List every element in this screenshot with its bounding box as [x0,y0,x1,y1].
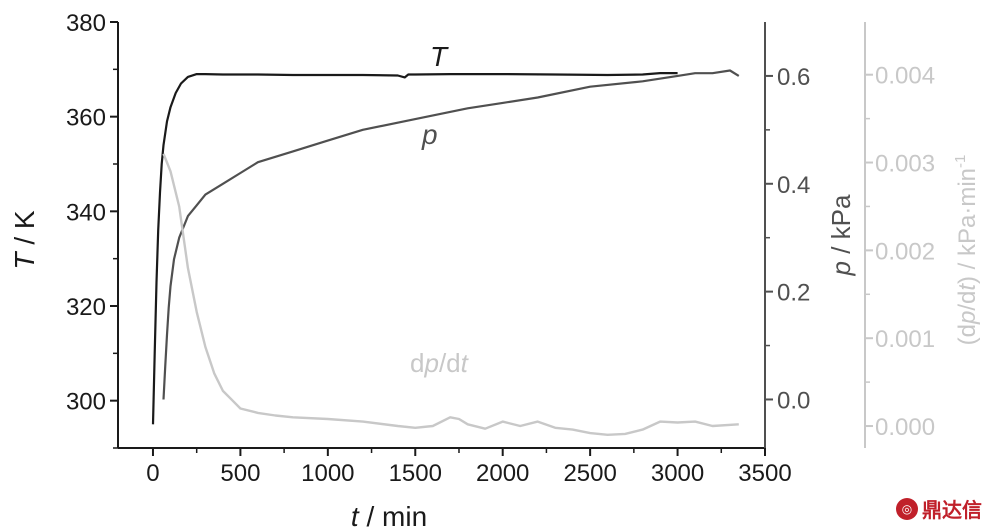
y-tick-label-d: 0.003 [875,151,935,178]
y-tick-label-p: 0.4 [777,172,810,199]
x-axis-label-unit: / min [359,501,427,531]
y-tick-label-T: 320 [66,294,106,321]
y-axis-label-p: p / kPa [826,194,856,276]
y-tick-label-d: 0.001 [875,326,935,353]
x-tick-label: 1000 [301,460,354,487]
y-tick-label-d: 0.000 [875,414,935,441]
logo-icon: ◎ [896,497,918,520]
x-tick-label: 2500 [563,460,616,487]
y-axis-label-d-unit: ) / kPa·min [954,168,981,284]
x-tick-label: 3500 [738,460,791,487]
x-axis-label-var: t [351,501,360,531]
y-tick-label-T: 360 [66,105,106,132]
y-axis-label-T-var: T [9,251,40,270]
series-label-part: /d [439,348,461,378]
y-tick-label-p: 0.0 [777,387,810,414]
series-label-p: p [421,119,438,150]
series-line-p [162,69,740,400]
y-tick-label-d: 0.002 [875,238,935,265]
series-label-part: p [423,348,438,378]
watermark-text: 鼎达信 [922,498,982,522]
y-axis-label-d-pre: (d [954,324,981,345]
series-label-part: t [461,348,470,378]
y-tick-label-p: 0.2 [777,280,810,307]
series-label-dp-dt: dp/dt [410,348,470,378]
series-label-part: T [430,41,449,72]
y-tick-label-T: 340 [66,199,106,226]
series-label-T: T [430,41,449,72]
series-label-part: d [410,348,424,378]
y-axis-label-T-unit: / K [9,210,40,252]
y-axis-label-d: (dp/dt) / kPa·min-1 [952,155,981,346]
axes: 300 320 340 360 380 0 500 1000 1500 2000 2500 3000 3… [66,10,935,487]
x-tick-label: 0 [146,460,159,487]
y-tick-label-T: 380 [66,10,106,37]
y-axis-label-d-var2: t [954,283,981,291]
watermark: ◎ 鼎达信 [896,494,982,523]
x-tick-label: 500 [220,460,260,487]
y-axis-label-d-mid: /d [954,291,981,311]
y-axis-label-d-var: p [954,311,981,325]
y-axis-label-d-sup: -1 [952,155,969,168]
x-tick-label: 1500 [389,460,442,487]
y-tick-label-p: 0.6 [777,64,810,91]
y-axis-label-p-var: p [826,261,856,276]
y-axis-label-p-unit: / kPa [826,194,856,261]
series-lines [151,69,740,436]
x-tick-label: 3000 [651,460,704,487]
y-tick-label-T: 300 [66,389,106,416]
series-line-dp-dt [162,153,739,436]
x-tick-label: 2000 [476,460,529,487]
y-tick-label-d: 0.004 [875,63,935,90]
series-label-part: p [421,119,438,150]
series-line-T [151,72,678,425]
x-axis-label: t / min [351,501,427,531]
y-axis-label-T: T / K [9,210,40,269]
